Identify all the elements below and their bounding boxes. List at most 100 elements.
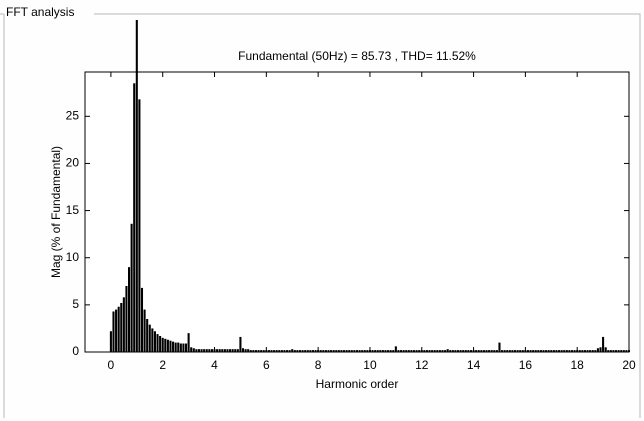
- bar: [153, 331, 156, 352]
- bar: [353, 350, 356, 352]
- bars: [109, 20, 631, 353]
- bar: [503, 350, 506, 352]
- bar: [231, 349, 234, 352]
- bar: [226, 349, 229, 352]
- panel-title: FFT analysis: [6, 5, 74, 19]
- bar: [596, 348, 599, 352]
- y-tick-label: 15: [66, 203, 80, 217]
- bar: [444, 350, 447, 352]
- bar: [239, 336, 242, 352]
- bar: [485, 350, 488, 352]
- bar: [394, 346, 397, 352]
- bar: [542, 350, 545, 352]
- bar: [172, 341, 175, 352]
- bar: [234, 349, 237, 352]
- bar: [205, 349, 208, 352]
- bar: [381, 350, 384, 352]
- bar: [415, 350, 418, 352]
- bar: [620, 350, 623, 352]
- bar: [488, 350, 491, 352]
- bar: [374, 350, 377, 352]
- bar: [513, 350, 517, 352]
- bar: [179, 343, 182, 352]
- bar: [184, 343, 188, 352]
- bar: [340, 350, 343, 352]
- bar: [350, 350, 353, 352]
- bar: [229, 349, 232, 352]
- bar: [436, 350, 439, 352]
- bar: [278, 350, 281, 352]
- bar: [125, 286, 128, 352]
- x-tick-label: 12: [415, 358, 429, 372]
- bar: [526, 350, 530, 352]
- bar: [288, 350, 291, 352]
- bar: [314, 350, 317, 352]
- bar: [247, 349, 250, 352]
- bar: [516, 350, 519, 352]
- bar: [298, 350, 302, 352]
- bar: [332, 350, 335, 352]
- bar: [182, 343, 185, 352]
- x-tick-label: 8: [315, 358, 322, 372]
- bar: [177, 342, 180, 352]
- bar: [532, 350, 535, 352]
- bar: [324, 350, 327, 352]
- bar: [552, 350, 555, 352]
- y-tick-label: 5: [72, 297, 79, 311]
- bar: [164, 338, 167, 352]
- x-tick-label: 2: [159, 358, 166, 372]
- panel-border: [0, 13, 641, 418]
- bar: [570, 350, 574, 352]
- bar: [425, 350, 428, 352]
- bar: [148, 324, 151, 352]
- bar: [379, 350, 382, 352]
- bar: [405, 350, 408, 352]
- bar: [612, 350, 615, 352]
- bar: [563, 350, 566, 352]
- bar: [187, 333, 190, 352]
- bar: [560, 350, 563, 352]
- bar: [511, 350, 514, 352]
- bar: [311, 350, 314, 352]
- bar: [355, 350, 359, 352]
- bar: [128, 267, 131, 352]
- bar: [159, 335, 162, 352]
- bar: [190, 347, 193, 352]
- bar: [371, 350, 374, 352]
- bar: [583, 350, 586, 352]
- bar: [451, 350, 454, 352]
- bar: [449, 350, 452, 352]
- bar: [335, 350, 338, 352]
- x-tick-label: 4: [211, 358, 218, 372]
- x-tick-label: 20: [622, 358, 636, 372]
- bar: [203, 349, 206, 352]
- bar: [392, 350, 395, 352]
- bar: [539, 350, 542, 352]
- bar: [345, 350, 348, 352]
- bar: [133, 83, 136, 352]
- bar: [418, 350, 421, 352]
- bar: [529, 350, 532, 352]
- bar: [293, 350, 296, 352]
- x-tick-label: 16: [519, 358, 533, 372]
- bar: [521, 350, 524, 352]
- bar: [208, 349, 211, 352]
- bar: [558, 350, 561, 352]
- bar: [617, 350, 620, 352]
- bar: [565, 350, 568, 352]
- y-axis-label: Mag (% of Fundamental): [49, 146, 63, 278]
- bar: [602, 336, 605, 352]
- bar: [267, 350, 270, 352]
- bar: [120, 302, 123, 352]
- bar: [428, 350, 431, 352]
- bar: [254, 350, 258, 352]
- bar: [273, 350, 276, 352]
- bar: [166, 339, 169, 352]
- y-tick-label: 25: [66, 108, 80, 122]
- bar: [109, 331, 112, 352]
- bar: [249, 350, 252, 352]
- bar: [283, 350, 286, 352]
- bar: [241, 348, 245, 352]
